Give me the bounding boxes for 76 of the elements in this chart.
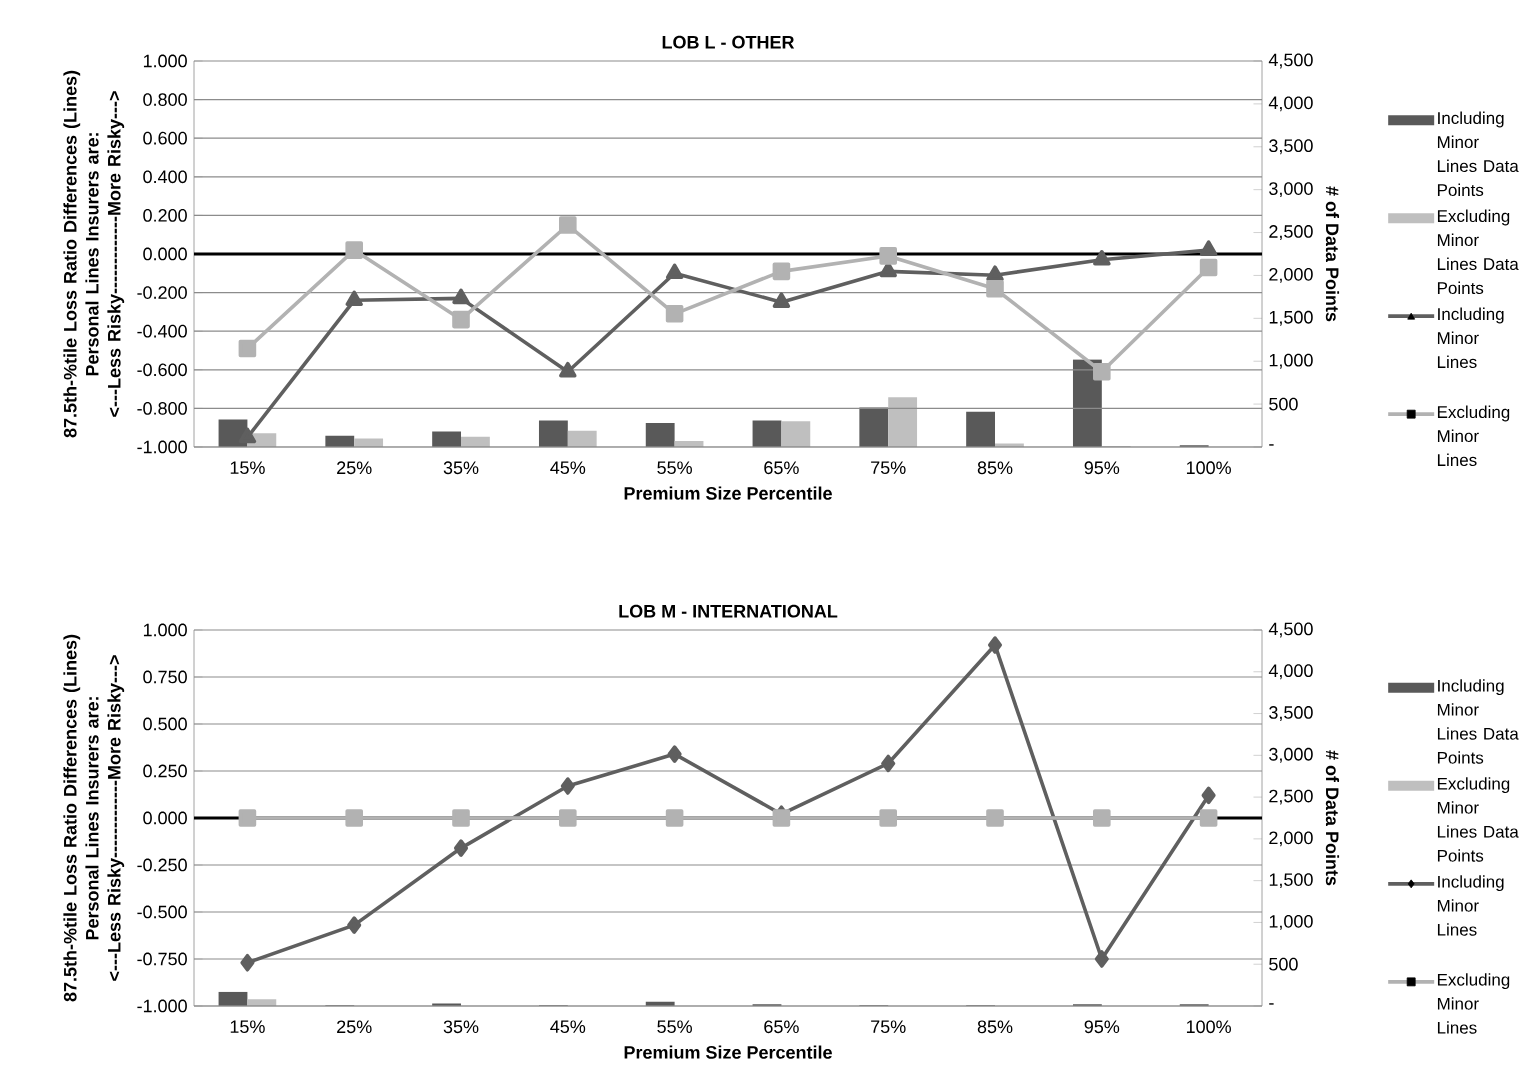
y-tick-label: 1.000 <box>143 623 187 637</box>
y2-axis-title: # of Data Points <box>1325 750 1340 886</box>
y-tick-label: 0.000 <box>143 811 187 825</box>
x-axis-title: Premium Size Percentile <box>624 1045 832 1059</box>
legend-label: Including Minor Lines <box>1437 875 1504 936</box>
legend-label: Excluding Minor Lines <box>1437 405 1510 467</box>
y2-tick-label: 2,000 <box>1269 267 1313 283</box>
legend-label: Including Minor Lines Data Points <box>1437 679 1519 764</box>
y2-tick-label: 4,500 <box>1268 53 1313 69</box>
y2-tick-label: 500 <box>1269 397 1298 411</box>
y-tick-label: -1.000 <box>137 440 187 454</box>
x-axis-title: Premium Size Percentile <box>624 486 832 500</box>
x-tick-label: 55% <box>657 461 692 475</box>
y2-axis-title: # of Data Points <box>1325 186 1340 322</box>
y2-tick-label: 3,000 <box>1269 182 1313 198</box>
x-tick-label: 75% <box>871 461 906 475</box>
y2-tick-label: - <box>1269 1003 1274 1005</box>
x-tick-label: 95% <box>1084 461 1120 475</box>
x-tick-label: 45% <box>550 461 586 475</box>
y-tick-label: 0.500 <box>143 717 187 731</box>
y-tick-label: 0.800 <box>143 93 187 106</box>
x-tick-label: 85% <box>977 461 1013 475</box>
y2-tick-label: 2,000 <box>1269 831 1313 847</box>
y-tick-label: -0.250 <box>137 858 187 872</box>
y-tick-label: 0.000 <box>143 247 187 261</box>
chart-title: LOB M - INTERNATIONAL <box>619 604 838 618</box>
y2-tick-label: 3,500 <box>1269 706 1313 721</box>
x-tick-label: 25% <box>337 461 372 475</box>
y-tick-label: -0.500 <box>137 905 187 919</box>
y2-tick-label: 4,500 <box>1268 622 1313 638</box>
y-tick-label: 0.250 <box>143 764 187 778</box>
legend-label: Including Minor Lines <box>1437 307 1504 369</box>
x-tick-label: 65% <box>764 461 799 475</box>
x-tick-label: 65% <box>764 1020 799 1034</box>
y2-tick-label: - <box>1269 444 1274 446</box>
y-tick-label: 0.600 <box>143 131 187 145</box>
y-tick-label: -0.750 <box>137 952 187 966</box>
y2-tick-label: 500 <box>1269 957 1298 971</box>
x-tick-label: 100% <box>1186 1020 1231 1034</box>
x-tick-label: 35% <box>443 1020 479 1034</box>
y-axis-title: 87.5th-%tile Loss Ratio Differences (Lines) Personal Lines Insurers are: <---Less Risky-------------More Risky---> <box>63 634 125 1002</box>
y2-tick-label: 3,500 <box>1269 139 1313 155</box>
y2-tick-label: 1,000 <box>1269 914 1313 930</box>
y-tick-label: -0.600 <box>137 363 187 377</box>
y2-tick-label: 4,000 <box>1268 664 1313 680</box>
y-tick-label: 1.000 <box>143 54 187 68</box>
y2-tick-label: 2,500 <box>1269 225 1313 240</box>
legend-label: Excluding Minor Lines Data Points <box>1437 777 1519 862</box>
x-tick-label: 95% <box>1084 1020 1120 1034</box>
y2-tick-label: 1,000 <box>1269 353 1313 369</box>
y2-tick-label: 1,500 <box>1269 873 1313 889</box>
x-tick-label: 25% <box>337 1020 372 1034</box>
y-tick-label: -0.200 <box>137 286 187 299</box>
y-tick-label: -0.800 <box>137 402 187 415</box>
y2-tick-label: 1,500 <box>1269 310 1313 326</box>
y2-tick-label: 2,500 <box>1269 789 1313 805</box>
x-tick-label: 55% <box>657 1020 692 1034</box>
x-tick-label: 15% <box>230 461 265 475</box>
legend-label: Excluding Minor Lines Data Points <box>1437 209 1519 295</box>
y-tick-label: 0.400 <box>143 170 187 184</box>
x-tick-label: 85% <box>977 1020 1013 1034</box>
legend-label: Excluding Minor Lines <box>1437 973 1510 1034</box>
x-tick-label: 15% <box>230 1020 265 1034</box>
y2-tick-label: 3,000 <box>1269 747 1313 763</box>
y-axis-title: 87.5th-%tile Loss Ratio Differences (Lines) Personal Lines Insurers are: <---Less Risky-------------More Risky---> <box>63 70 125 438</box>
x-tick-label: 100% <box>1186 461 1231 475</box>
chart-title: LOB L - OTHER <box>662 35 795 49</box>
x-tick-label: 75% <box>871 1020 906 1034</box>
y-tick-label: 0.750 <box>143 670 187 684</box>
y-tick-label: -0.400 <box>137 324 187 338</box>
y-tick-label: 0.200 <box>143 209 187 222</box>
x-tick-label: 45% <box>550 1020 586 1034</box>
legend-label: Including Minor Lines Data Points <box>1437 111 1519 197</box>
y-tick-label: -1.000 <box>137 999 187 1013</box>
x-tick-label: 35% <box>443 461 479 475</box>
y2-tick-label: 4,000 <box>1268 96 1313 112</box>
